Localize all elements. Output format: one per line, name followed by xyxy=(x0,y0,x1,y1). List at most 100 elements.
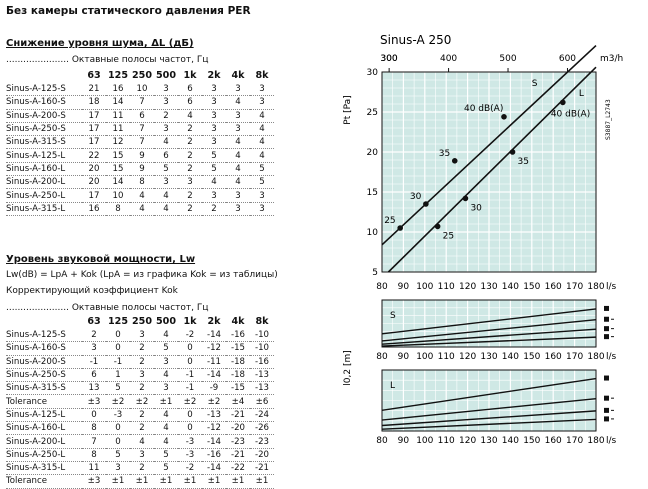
table-cell: ±2 xyxy=(130,394,154,409)
noise-reduction-table: 63 125 250 500 1k 2k 4k 8k Sinus-A-125-S 21 16 10 3 6… xyxy=(6,68,274,216)
outlet-icon xyxy=(611,397,614,399)
x2-axis-label: m3/h xyxy=(600,54,623,64)
dots-leader: ...................... xyxy=(6,55,69,65)
table-cell: 3 xyxy=(130,329,154,343)
row-label: Sinus-A-160-L xyxy=(6,162,82,177)
table-cell: ±2 xyxy=(202,394,226,409)
table-cell: 5 xyxy=(154,341,178,356)
table-cell: 2 xyxy=(178,122,202,137)
table-cell: 17 xyxy=(82,135,106,150)
freq-header: 500 xyxy=(155,316,177,327)
throw-line-S2 xyxy=(381,319,597,342)
table-cell: 5 xyxy=(106,448,130,462)
table-cell: 7 xyxy=(130,95,154,110)
y-tick-label: 30 xyxy=(367,68,379,78)
table-cell: 17 xyxy=(82,188,106,203)
data-label: 40 dB(A) xyxy=(464,104,503,114)
data-label: 35 xyxy=(518,157,529,167)
table-cell: 5 xyxy=(154,461,178,476)
table-cell: -1 xyxy=(106,355,130,369)
x-tick-label: 140 xyxy=(502,282,519,292)
table-cell: -21 xyxy=(226,408,250,423)
table-cell: 14 xyxy=(106,95,130,110)
table-cell: 1 xyxy=(106,368,130,383)
freq-header: 250 xyxy=(131,316,153,327)
x-tick-label: 90 xyxy=(398,352,410,362)
table-row: Sinus-A-315-L 11 3 2 5 -2 -14 -22 -21 xyxy=(6,461,274,476)
table-cell: 0 xyxy=(178,408,202,423)
table-cell: 4 xyxy=(154,434,178,449)
row-label: Sinus-A-200-S xyxy=(6,355,82,369)
subheading-text: Октавные полосы частот, Гц xyxy=(71,303,209,313)
table-cell: 2 xyxy=(130,355,154,369)
table-cell: 3 xyxy=(154,175,178,190)
table-cell: 18 xyxy=(82,95,106,110)
power-heading: Уровень звуковой мощности, Lw xyxy=(6,254,196,265)
table-cell: 13 xyxy=(82,381,106,396)
row-label: Sinus-A-160-S xyxy=(6,341,82,356)
table-cell: 17 xyxy=(82,109,106,123)
x-tick-label: 170 xyxy=(566,282,583,292)
table-cell: 22 xyxy=(82,148,106,163)
table-cell: 4 xyxy=(130,202,154,216)
throw-line-L4 xyxy=(381,418,597,430)
table-cell: 6 xyxy=(82,368,106,383)
table-cell: 2 xyxy=(130,341,154,356)
table-cell: 4 xyxy=(154,408,178,423)
table-cell: 6 xyxy=(154,148,178,163)
x2-tick-label: 300 xyxy=(381,54,398,64)
row-label: Sinus-A-250-S xyxy=(6,122,82,137)
table-cell: -1 xyxy=(82,355,106,369)
table-cell: 2 xyxy=(130,421,154,436)
table-cell: ±3 xyxy=(82,474,106,489)
x-tick-label: 90 xyxy=(398,282,410,292)
data-point xyxy=(501,114,507,120)
table-cell: 7 xyxy=(82,434,106,449)
freq-header: 2k xyxy=(207,70,221,81)
data-point xyxy=(462,195,469,202)
table-cell: 3 xyxy=(202,109,226,123)
row-label: Sinus-A-200-L xyxy=(6,434,82,449)
noise-heading: Снижение уровня шума, ΔL (дБ) xyxy=(6,38,194,49)
panel-label: L xyxy=(390,381,395,391)
row-label: Sinus-A-315-S xyxy=(6,381,82,396)
table-cell: 15 xyxy=(106,148,130,163)
table-cell: 4 xyxy=(154,329,178,343)
table-cell: 4 xyxy=(250,109,274,123)
table-cell: 7 xyxy=(130,135,154,150)
table-cell: 4 xyxy=(154,188,178,203)
table-cell: 2 xyxy=(178,202,202,216)
table-cell: 10 xyxy=(130,83,154,97)
table-cell: -3 xyxy=(106,408,130,423)
x-tick-label: 110 xyxy=(438,352,455,362)
table-row: Sinus-A-250-S 6 1 3 4 -1 -14 -18 -13 xyxy=(6,368,274,383)
data-label: 35 xyxy=(439,149,450,159)
table-cell: 16 xyxy=(82,202,106,216)
table-row: Sinus-A-250-S 17 11 7 3 2 3 3 4 xyxy=(6,122,274,137)
plot-frame xyxy=(381,369,597,432)
table-cell: 3 xyxy=(154,122,178,137)
table-cell: 3 xyxy=(202,83,226,97)
table-cell: 3 xyxy=(202,95,226,110)
table-cell: ±1 xyxy=(250,474,274,489)
table-cell: -16 xyxy=(226,329,250,343)
table-cell: 4 xyxy=(226,162,250,177)
table-cell: 3 xyxy=(226,122,250,137)
table-cell: -10 xyxy=(250,341,274,356)
table-cell: 4 xyxy=(130,434,154,449)
table-row: Sinus-A-200-L 7 0 4 4 -3 -14 -23 -23 xyxy=(6,434,274,449)
chart-title: Sinus-A 250 xyxy=(380,33,451,47)
table-cell: -2 xyxy=(178,461,202,476)
table-cell: 0 xyxy=(178,341,202,356)
table-cell: 16 xyxy=(106,83,130,97)
table-cell: 5 xyxy=(250,162,274,177)
x-tick-label: 110 xyxy=(438,436,455,446)
table-cell: -23 xyxy=(226,434,250,449)
data-point xyxy=(451,158,458,164)
table-cell: 3 xyxy=(82,341,106,356)
table-cell: 3 xyxy=(154,95,178,110)
table-cell: 4 xyxy=(154,135,178,150)
outlet-icon xyxy=(604,334,609,340)
table-row: Tolerance ±3 ±1 ±1 ±1 ±1 ±1 ±1 ±1 xyxy=(6,474,274,489)
table-row: Sinus-A-160-L 20 15 9 5 2 5 4 5 xyxy=(6,162,274,177)
